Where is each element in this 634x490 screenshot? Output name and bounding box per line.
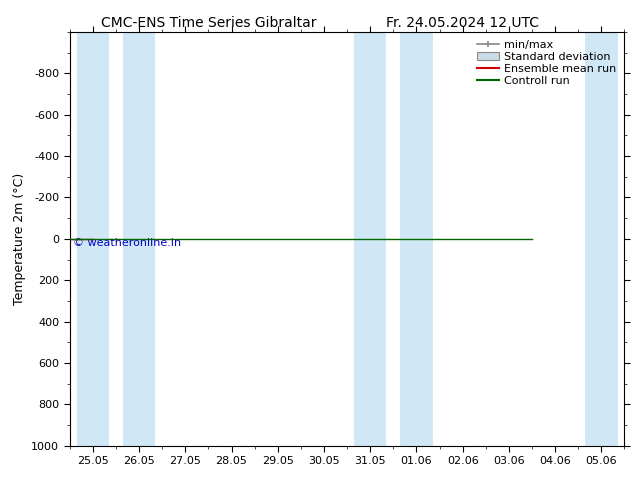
Bar xyxy=(400,32,432,446)
Bar xyxy=(585,32,618,446)
Legend: min/max, Standard deviation, Ensemble mean run, Controll run: min/max, Standard deviation, Ensemble me… xyxy=(474,37,619,89)
Y-axis label: Temperature 2m (°C): Temperature 2m (°C) xyxy=(13,173,26,305)
Bar xyxy=(123,32,155,446)
Bar xyxy=(354,32,386,446)
Text: Fr. 24.05.2024 12 UTC: Fr. 24.05.2024 12 UTC xyxy=(386,16,540,30)
Text: CMC-ENS Time Series Gibraltar: CMC-ENS Time Series Gibraltar xyxy=(101,16,317,30)
Bar xyxy=(77,32,109,446)
Text: © weatheronline.in: © weatheronline.in xyxy=(72,238,181,248)
